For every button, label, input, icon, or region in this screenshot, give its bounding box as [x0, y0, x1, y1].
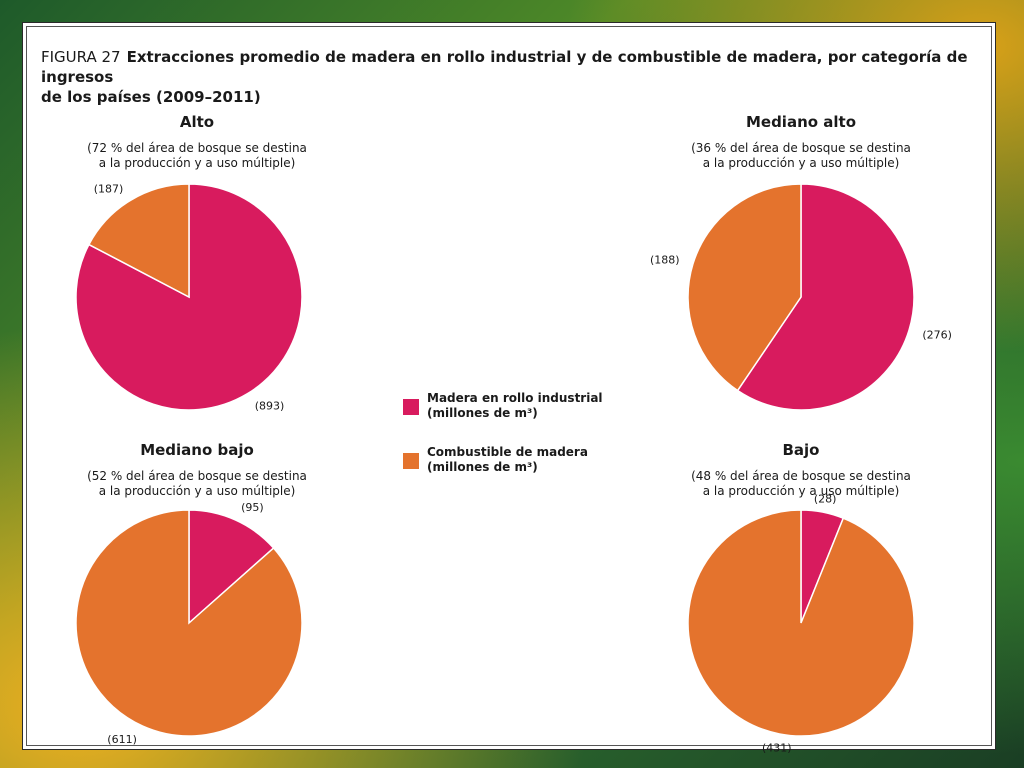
chart-subtitle-bajo-line2: a la producción y a uso múltiple) [702, 484, 900, 498]
chart-subtitle-mediano-bajo: (52 % del área de bosque se destina a la… [37, 469, 357, 499]
legend-label-fuel: Combustible de madera (millones de m³) [427, 445, 588, 475]
slice-value-label-fuel: (431) [762, 742, 792, 755]
chart-subtitle-mediano-alto-line1: (36 % del área de bosque se destina [691, 141, 911, 155]
figure-title-line1: Extracciones promedio de madera en rollo… [41, 48, 968, 86]
chart-subtitle-mediano-alto-line2: a la producción y a uso múltiple) [702, 156, 900, 170]
figure-frame: FIGURA 27 Extracciones promedio de madera… [26, 26, 992, 755]
slice-value-label-industrial: (276) [922, 328, 952, 341]
figure-title-line2: de los países (2009–2011) [41, 88, 261, 106]
figure-label: FIGURA 27 [41, 48, 121, 66]
pie-slice-industrial [75, 183, 303, 411]
pie-slice-industrial [188, 509, 275, 625]
figure-panel: FIGURA 27 Extracciones promedio de madera… [22, 22, 996, 755]
legend-item-industrial: Madera en rollo industrial (millones de … [403, 391, 623, 427]
pie-chart-mediano-alto: (276) (188) [650, 183, 952, 411]
chart-subtitle-bajo: (48 % del área de bosque se destina a la… [641, 469, 961, 499]
legend-item-fuel: Combustible de madera (millones de m³) [403, 445, 623, 481]
slice-value-label-fuel: (187) [94, 182, 124, 195]
chart-subtitle-alto: (72 % del área de bosque se destina a la… [37, 141, 357, 171]
chart-title-bajo: Bajo [782, 441, 820, 459]
legend-swatch-industrial [403, 399, 419, 415]
figure-title: FIGURA 27 Extracciones promedio de madera… [41, 47, 971, 107]
chart-subtitle-mediano-bajo-line2: a la producción y a uso múltiple) [98, 484, 296, 498]
slice-value-label-fuel: (611) [107, 733, 137, 746]
chart-subtitle-alto-line1: (72 % del área de bosque se destina [87, 141, 307, 155]
slice-value-label-industrial: (95) [241, 501, 264, 514]
pie-chart-bajo: (28) (431) [687, 492, 915, 755]
legend-label-fuel-line1: Combustible de madera [427, 445, 588, 459]
chart-subtitle-mediano-alto: (36 % del área de bosque se destina a la… [641, 141, 961, 171]
pie-slice-fuel [687, 509, 915, 737]
pie-chart-mediano-bajo: (95) (611) [75, 501, 303, 746]
pie-chart-alto: (893) (187) [75, 182, 303, 413]
slice-value-label-industrial: (28) [814, 492, 837, 505]
pie-slice-fuel [87, 183, 190, 299]
legend-label-industrial-line1: Madera en rollo industrial [427, 391, 603, 405]
legend: Madera en rollo industrial (millones de … [403, 391, 623, 499]
chart-subtitle-bajo-line1: (48 % del área de bosque se destina [691, 469, 911, 483]
legend-swatch-fuel [403, 453, 419, 469]
pie-slice-fuel [687, 183, 802, 392]
slice-value-label-industrial: (893) [255, 400, 285, 413]
legend-label-fuel-line2: (millones de m³) [427, 460, 538, 474]
slice-value-label-fuel: (188) [650, 254, 680, 267]
chart-title-mediano-alto: Mediano alto [745, 113, 857, 131]
chart-subtitle-mediano-bajo-line1: (52 % del área de bosque se destina [87, 469, 307, 483]
legend-label-industrial-line2: (millones de m³) [427, 406, 538, 420]
chart-title-alto: Alto [179, 113, 215, 131]
pie-slice-industrial [736, 183, 915, 411]
legend-label-industrial: Madera en rollo industrial (millones de … [427, 391, 603, 421]
chart-title-mediano-bajo: Mediano bajo [140, 441, 254, 459]
chart-subtitle-alto-line2: a la producción y a uso múltiple) [98, 156, 296, 170]
pie-slice-fuel [75, 509, 303, 737]
